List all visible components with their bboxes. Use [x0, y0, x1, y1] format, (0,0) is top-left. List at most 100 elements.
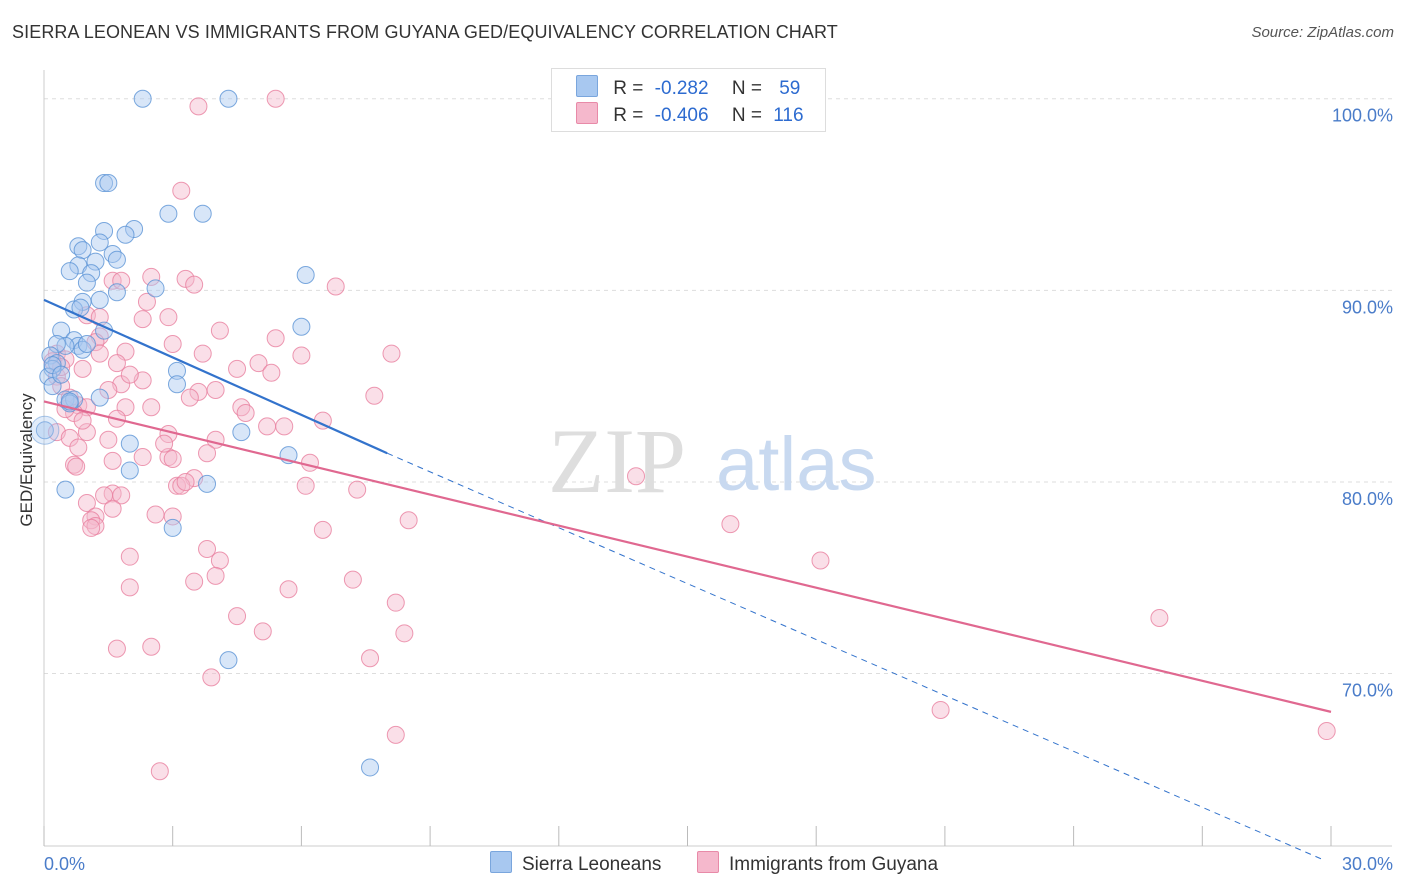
legend-swatch-blue — [576, 75, 598, 97]
legend-n-value: 59 — [779, 78, 801, 99]
series-sierra-leoneans — [30, 89, 380, 777]
point-immigrants-from-guyana — [361, 649, 380, 668]
point-immigrants-from-guyana — [198, 444, 217, 463]
point-immigrants-from-guyana — [313, 520, 332, 539]
point-immigrants-from-guyana — [1317, 722, 1336, 741]
y-tick-label: 90.0% — [1342, 297, 1393, 317]
point-sierra-leoneans — [107, 250, 126, 269]
point-immigrants-from-guyana — [258, 417, 277, 436]
point-immigrants-from-guyana — [228, 359, 247, 378]
point-sierra-leoneans — [361, 758, 380, 777]
point-sierra-leoneans — [95, 221, 114, 240]
point-immigrants-from-guyana — [133, 310, 152, 329]
point-immigrants-from-guyana — [292, 346, 311, 365]
point-immigrants-from-guyana — [262, 363, 281, 382]
point-immigrants-from-guyana — [103, 451, 122, 470]
point-sierra-leoneans — [30, 415, 60, 445]
point-sierra-leoneans — [82, 264, 101, 283]
point-immigrants-from-guyana — [1150, 608, 1169, 627]
bottom-legend-sierra-leoneans: Sierra Leoneans — [490, 851, 661, 876]
point-immigrants-from-guyana — [249, 354, 268, 373]
point-immigrants-from-guyana — [67, 457, 86, 476]
bottom-legend-guyana: Immigrants from Guyana — [697, 851, 938, 876]
point-sierra-leoneans — [77, 334, 96, 353]
y-tick-label: 80.0% — [1342, 489, 1393, 509]
point-immigrants-from-guyana — [253, 622, 272, 641]
point-sierra-leoneans — [292, 317, 311, 336]
point-immigrants-from-guyana — [931, 700, 950, 719]
point-immigrants-from-guyana — [180, 388, 199, 407]
watermark-zip: ZIP — [548, 410, 686, 512]
legend: R = -0.282 N = 59 R = -0.406 N = 116 — [551, 68, 826, 132]
point-sierra-leoneans — [90, 233, 109, 252]
point-sierra-leoneans — [60, 262, 79, 281]
trend-line-immigrants-from-guyana — [43, 400, 1332, 713]
grid-lines — [44, 98, 1392, 675]
point-immigrants-from-guyana — [399, 511, 418, 530]
point-immigrants-from-guyana — [326, 277, 345, 296]
point-immigrants-from-guyana — [176, 472, 195, 491]
point-immigrants-from-guyana — [73, 359, 92, 378]
point-sierra-leoneans — [232, 423, 251, 442]
watermark-atlas: atlas — [716, 422, 877, 507]
point-immigrants-from-guyana — [811, 551, 830, 570]
point-sierra-leoneans — [47, 334, 66, 353]
point-immigrants-from-guyana — [279, 580, 298, 599]
point-immigrants-from-guyana — [176, 269, 195, 288]
point-sierra-leoneans — [107, 283, 126, 302]
legend-n-label: N = — [731, 105, 762, 126]
point-sierra-leoneans — [116, 225, 135, 244]
point-immigrants-from-guyana — [343, 570, 362, 589]
point-immigrants-from-guyana — [275, 417, 294, 436]
point-immigrants-from-guyana — [266, 89, 285, 108]
y-tick-label: 70.0% — [1342, 681, 1393, 701]
point-immigrants-from-guyana — [300, 453, 319, 472]
point-immigrants-from-guyana — [146, 505, 165, 524]
point-immigrants-from-guyana — [163, 334, 182, 353]
point-immigrants-from-guyana — [236, 403, 255, 422]
point-immigrants-from-guyana — [112, 271, 131, 290]
bottom-legend-swatch-blue — [490, 851, 512, 873]
point-immigrants-from-guyana — [77, 423, 96, 442]
point-sierra-leoneans — [296, 266, 315, 285]
point-immigrants-from-guyana — [206, 566, 225, 585]
legend-r-label: R = — [613, 78, 644, 99]
point-immigrants-from-guyana — [82, 518, 101, 537]
legend-r-value: -0.406 — [654, 105, 709, 126]
point-sierra-leoneans — [120, 461, 139, 480]
point-sierra-leoneans — [167, 361, 186, 380]
point-sierra-leoneans — [219, 89, 238, 108]
trend-extension-sierra-leoneans — [387, 452, 1323, 860]
point-sierra-leoneans — [56, 480, 75, 499]
point-sierra-leoneans — [90, 290, 109, 309]
point-immigrants-from-guyana — [150, 762, 169, 781]
legend-n-label: N = — [731, 78, 762, 99]
legend-swatch-pink — [576, 102, 598, 124]
point-sierra-leoneans — [86, 252, 105, 271]
point-immigrants-from-guyana — [107, 354, 126, 373]
point-immigrants-from-guyana — [73, 411, 92, 430]
chart-title: SIERRA LEONEAN VS IMMIGRANTS FROM GUYANA… — [12, 22, 838, 42]
point-immigrants-from-guyana — [90, 344, 109, 363]
point-sierra-leoneans — [52, 365, 71, 384]
point-immigrants-from-guyana — [206, 380, 225, 399]
point-immigrants-from-guyana — [99, 430, 118, 449]
trend-line-sierra-leoneans — [43, 298, 388, 455]
point-immigrants-from-guyana — [721, 515, 740, 534]
point-immigrants-from-guyana — [155, 434, 174, 453]
legend-n-value: 116 — [773, 105, 804, 126]
point-sierra-leoneans — [198, 474, 217, 493]
point-sierra-leoneans — [167, 375, 186, 394]
point-immigrants-from-guyana — [172, 181, 191, 200]
point-immigrants-from-guyana — [69, 438, 88, 457]
point-immigrants-from-guyana — [296, 476, 315, 495]
y-tick-label: 100.0% — [1332, 106, 1393, 126]
y-axis-label: GED/Equivalency — [17, 393, 36, 527]
point-sierra-leoneans — [193, 204, 212, 223]
x-tick-label: 30.0% — [1342, 854, 1393, 874]
point-immigrants-from-guyana — [185, 572, 204, 591]
point-sierra-leoneans — [95, 174, 114, 193]
point-immigrants-from-guyana — [163, 449, 182, 468]
point-immigrants-from-guyana — [210, 551, 229, 570]
